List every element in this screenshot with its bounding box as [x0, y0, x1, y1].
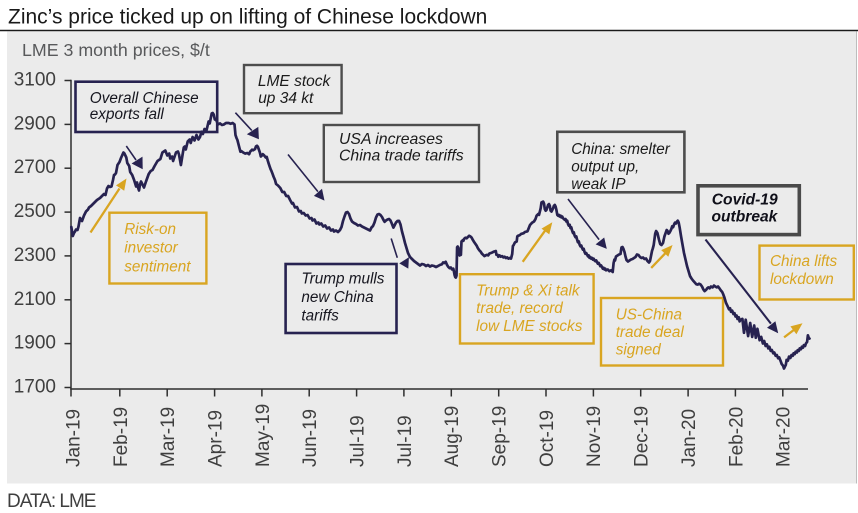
svg-text:China lifts: China lifts — [770, 253, 838, 270]
svg-text:1700: 1700 — [14, 377, 56, 398]
svg-text:3100: 3100 — [14, 70, 56, 91]
svg-text:2500: 2500 — [14, 201, 56, 222]
svg-text:Jul-19: Jul-19 — [348, 415, 369, 467]
svg-text:weak IP: weak IP — [571, 176, 626, 193]
svg-text:Feb-20: Feb-20 — [726, 407, 747, 467]
svg-text:Mar-19: Mar-19 — [158, 407, 179, 467]
svg-text:Apr-19: Apr-19 — [206, 410, 227, 467]
svg-text:outbreak: outbreak — [712, 209, 779, 226]
svg-text:Feb-19: Feb-19 — [111, 407, 132, 467]
svg-text:Oct-19: Oct-19 — [537, 410, 558, 467]
svg-text:exports fall: exports fall — [90, 106, 165, 123]
svg-text:US-China: US-China — [616, 306, 682, 323]
svg-text:tariffs: tariffs — [301, 307, 339, 324]
svg-text:signed: signed — [616, 341, 662, 358]
svg-text:Trump mulls: Trump mulls — [301, 271, 384, 288]
svg-text:2900: 2900 — [14, 113, 56, 134]
svg-text:Covid-19: Covid-19 — [712, 191, 778, 208]
svg-text:up 34 kt: up 34 kt — [258, 90, 314, 107]
svg-text:Aug-19: Aug-19 — [442, 406, 463, 467]
svg-text:China trade tariffs: China trade tariffs — [339, 147, 464, 164]
svg-text:Overall Chinese: Overall Chinese — [90, 90, 199, 107]
svg-text:LME 3 month prices, $/t: LME 3 month prices, $/t — [22, 40, 210, 60]
svg-text:low LME stocks: low LME stocks — [476, 318, 583, 335]
svg-text:China: smelter: China: smelter — [571, 141, 671, 158]
svg-text:USA increases: USA increases — [339, 131, 443, 148]
svg-text:2100: 2100 — [14, 289, 56, 310]
svg-text:trade deal: trade deal — [616, 324, 685, 341]
svg-text:May-19: May-19 — [253, 404, 274, 467]
svg-text:Trump & Xi talk: Trump & Xi talk — [476, 282, 581, 299]
svg-text:Jan-19: Jan-19 — [63, 409, 84, 467]
svg-text:Dec-19: Dec-19 — [632, 406, 653, 467]
svg-text:lockdown: lockdown — [770, 271, 834, 288]
svg-text:Jun-19: Jun-19 — [300, 409, 321, 467]
svg-text:DATA: LME: DATA: LME — [7, 491, 96, 512]
svg-text:Zinc’s price ticked up on lift: Zinc’s price ticked up on lifting of Chi… — [8, 6, 487, 29]
svg-text:1900: 1900 — [14, 333, 56, 354]
svg-text:Mar-20: Mar-20 — [774, 407, 795, 467]
svg-text:Nov-19: Nov-19 — [584, 406, 605, 467]
svg-text:Risk-on: Risk-on — [124, 221, 176, 238]
svg-text:LME stock: LME stock — [258, 73, 332, 90]
svg-text:output up,: output up, — [571, 159, 639, 176]
svg-text:sentiment: sentiment — [124, 258, 191, 275]
svg-text:Jan-20: Jan-20 — [679, 409, 700, 467]
svg-text:investor: investor — [124, 240, 178, 257]
svg-text:Sep-19: Sep-19 — [490, 406, 511, 467]
svg-text:new China: new China — [301, 289, 373, 306]
svg-text:2700: 2700 — [14, 157, 56, 178]
svg-text:2300: 2300 — [14, 245, 56, 266]
svg-text:trade, record: trade, record — [476, 300, 563, 317]
svg-text:Jul-19: Jul-19 — [395, 415, 416, 467]
